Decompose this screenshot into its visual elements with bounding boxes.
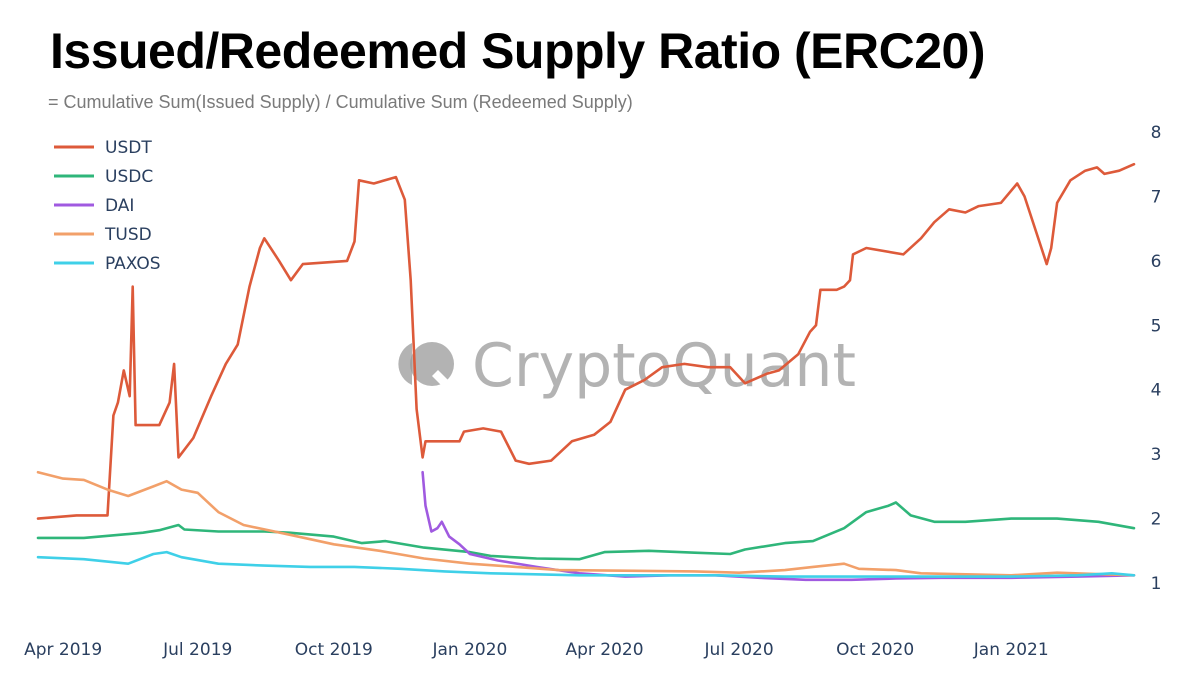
series-line-paxos (36, 550, 1136, 578)
legend-label: PAXOS (105, 254, 161, 274)
cryptoquant-logo-icon (398, 342, 454, 390)
x-tick-label: Jul 2019 (162, 640, 232, 660)
legend-item-tusd[interactable]: TUSD (54, 225, 152, 245)
series-line-usdt (36, 162, 1136, 520)
y-axis: 1 2 3 4 5 6 7 8 (1151, 123, 1162, 594)
x-tick-label: Apr 2019 (24, 640, 102, 660)
x-tick-label: Jul 2020 (703, 640, 773, 660)
series-line-tusd (36, 470, 1136, 577)
chart-subtitle: = Cumulative Sum(Issued Supply) / Cumula… (48, 92, 633, 112)
legend-item-usdt[interactable]: USDT (54, 138, 152, 158)
y-tick-label: 2 (1151, 510, 1162, 530)
legend-item-usdc[interactable]: USDC (54, 167, 153, 187)
legend-label: USDC (105, 167, 153, 187)
chart-title: Issued/Redeemed Supply Ratio (ERC20) (50, 23, 986, 79)
y-tick-label: 4 (1151, 381, 1162, 401)
legend-label: TUSD (104, 225, 152, 245)
watermark: CryptoQuant (398, 331, 856, 401)
x-tick-label: Apr 2020 (565, 640, 643, 660)
series-line-dai (421, 470, 1136, 582)
x-tick-label: Jan 2020 (431, 640, 507, 660)
series-line-usdc (36, 501, 1136, 561)
y-tick-label: 3 (1151, 445, 1162, 465)
y-tick-label: 8 (1151, 123, 1162, 143)
legend-item-dai[interactable]: DAI (54, 196, 134, 216)
y-tick-label: 6 (1151, 252, 1162, 272)
legend-item-paxos[interactable]: PAXOS (54, 254, 161, 274)
y-tick-label: 5 (1151, 316, 1162, 336)
legend-label: USDT (105, 138, 152, 158)
x-axis: Apr 2019 Jul 2019 Oct 2019 Jan 2020 Apr 2020… (24, 640, 1049, 660)
legend[interactable]: USDT USDC DAI TUSD PAXOS (54, 138, 161, 274)
y-tick-label: 7 (1151, 187, 1162, 207)
legend-label: DAI (105, 196, 134, 216)
x-tick-label: Oct 2019 (295, 640, 373, 660)
x-tick-label: Jan 2021 (973, 640, 1049, 660)
series-layer (36, 162, 1136, 582)
y-tick-label: 1 (1151, 574, 1162, 594)
x-tick-label: Oct 2020 (836, 640, 914, 660)
